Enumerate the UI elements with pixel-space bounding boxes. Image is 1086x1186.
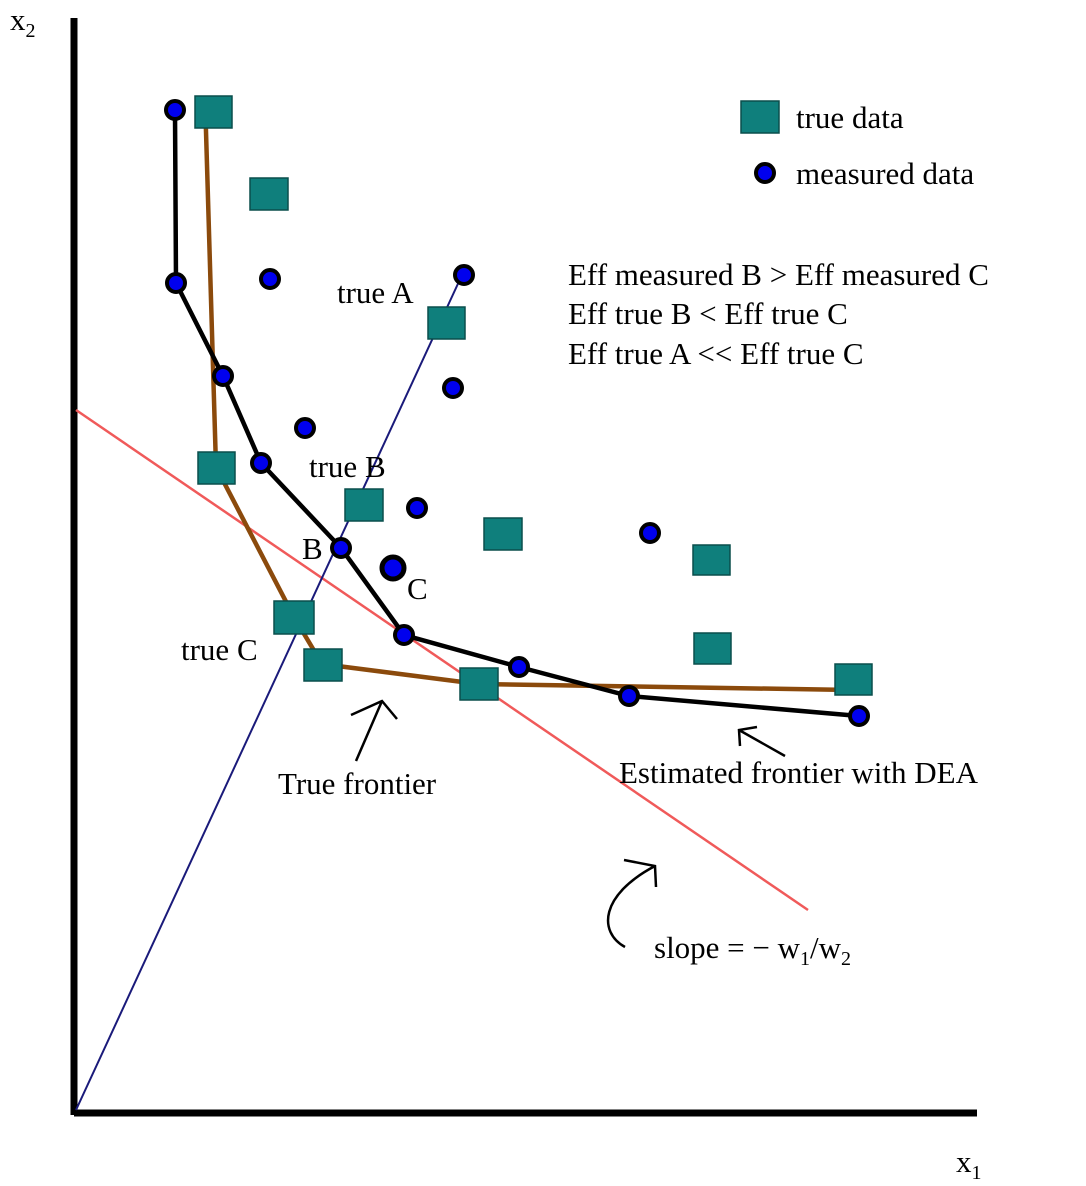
- statement-1: Eff measured B > Eff measured C: [568, 257, 989, 292]
- measured-data-point: [379, 554, 407, 582]
- isocost-line: [75, 408, 809, 912]
- legend-true-data-label: true data: [796, 100, 904, 135]
- estimated-frontier-label: Estimated frontier with DEA: [619, 755, 979, 790]
- ray-line: [75, 274, 463, 1111]
- y-axis-label: x2: [10, 2, 36, 42]
- measured-data-point: [294, 417, 316, 439]
- measured-data-point: [164, 99, 186, 121]
- true-data-point: [303, 648, 343, 682]
- estimated-frontier-arrow: [737, 725, 786, 758]
- label-true-a: true A: [337, 275, 414, 310]
- statement-3: Eff true A << Eff true C: [568, 336, 864, 371]
- true-frontier-arrow: [350, 699, 398, 762]
- slope-arrow: [606, 858, 658, 949]
- true-frontier-label: True frontier: [278, 766, 437, 801]
- slope-label: slope = − w1/w2: [654, 930, 851, 970]
- legend-measured-data-swatch: [754, 162, 776, 184]
- x-axis-label: x1: [956, 1144, 982, 1184]
- measured-data-points: [164, 99, 870, 727]
- measured-data-point: [618, 685, 640, 707]
- measured-data-point: [639, 522, 661, 544]
- measured-data-point: [848, 705, 870, 727]
- statement-2: Eff true B < Eff true C: [568, 296, 848, 331]
- label-true-b: true B: [309, 449, 386, 484]
- true-frontier-line: [202, 97, 853, 693]
- measured-data-point: [259, 268, 281, 290]
- true-data-point: [483, 517, 523, 551]
- true-data-point: [693, 632, 732, 665]
- measured-data-point: [165, 272, 187, 294]
- true-data-point: [427, 306, 466, 340]
- legend-true-data-swatch: [740, 100, 780, 134]
- label-b: B: [302, 531, 323, 566]
- measured-data-point: [508, 656, 530, 678]
- true-data-point: [249, 177, 289, 211]
- true-data-point: [344, 488, 384, 522]
- legend-measured-data-label: measured data: [796, 156, 974, 191]
- true-data-point: [459, 667, 499, 701]
- true-data-point: [194, 95, 233, 129]
- measured-data-point: [212, 365, 234, 387]
- true-data-points: [194, 95, 873, 701]
- measured-data-point: [442, 377, 464, 399]
- measured-data-point: [393, 624, 415, 646]
- true-data-point: [834, 663, 873, 696]
- legend: true data measured data: [740, 100, 974, 191]
- true-data-point: [197, 451, 236, 485]
- true-data-point: [273, 600, 315, 635]
- measured-data-point: [250, 452, 272, 474]
- label-true-c: true C: [181, 632, 258, 667]
- measured-data-point: [330, 537, 352, 559]
- true-data-point: [692, 544, 731, 576]
- measured-data-point: [406, 497, 428, 519]
- label-c: C: [407, 571, 428, 606]
- measured-data-point: [453, 264, 475, 286]
- efficiency-statements: Eff measured B > Eff measured C Eff true…: [568, 257, 989, 371]
